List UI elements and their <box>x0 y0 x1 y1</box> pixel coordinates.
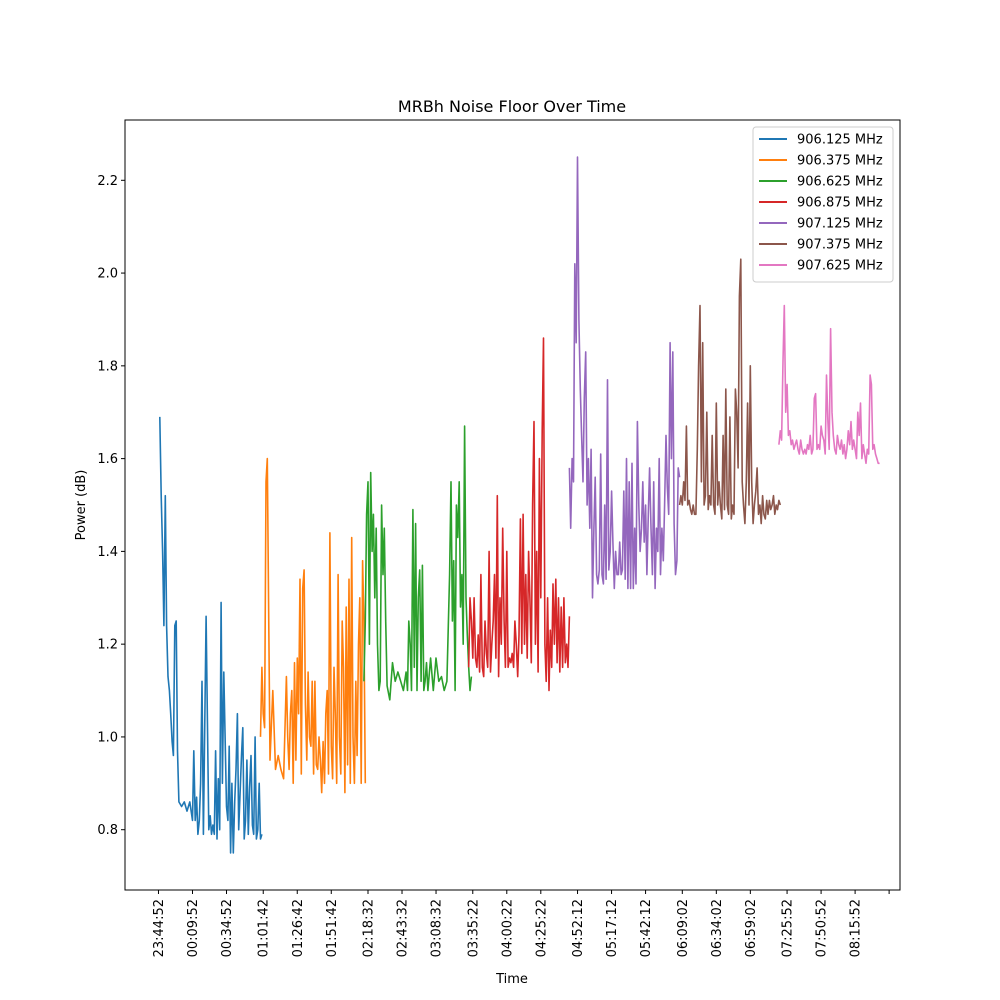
y-tick-label: 2.0 <box>97 267 118 282</box>
x-tick-label: 05:42:12 <box>639 899 654 957</box>
y-tick-label: 1.2 <box>97 638 118 653</box>
x-tick-label: 03:08:32 <box>430 899 445 957</box>
legend-label: 906.875 MHz <box>797 196 883 211</box>
x-tick-label: 02:43:32 <box>396 899 411 957</box>
x-tick-label: 03:35:22 <box>466 899 481 957</box>
y-tick-label: 1.0 <box>97 730 118 745</box>
plot-frame <box>124 119 901 891</box>
x-tick-label: 06:09:02 <box>676 899 691 957</box>
legend-label: 907.375 MHz <box>797 238 883 253</box>
x-tick-label: 08:15:52 <box>849 899 864 957</box>
x-axis: 23:44:52 00:09:52 00:34:52 01:01:42 01:26:42… <box>152 890 890 957</box>
x-tick-label: 04:25:22 <box>534 899 549 957</box>
legend-label: 907.625 MHz <box>797 259 883 274</box>
legend-label: 906.125 MHz <box>797 133 883 148</box>
series-line-2 <box>363 425 473 701</box>
legend-label: 907.125 MHz <box>797 217 883 232</box>
y-axis-label: Power (dB) <box>74 470 89 541</box>
x-tick-label: 00:34:52 <box>220 899 235 957</box>
x-tick-label: 06:34:02 <box>710 899 725 957</box>
x-tick-label: 04:52:12 <box>571 899 586 957</box>
legend-box <box>752 126 894 283</box>
chart-title: MRBh Noise Floor Over Time <box>398 97 626 116</box>
series-line-6 <box>778 304 880 465</box>
y-tick-label: 2.2 <box>97 174 118 189</box>
series-line-5 <box>678 258 782 525</box>
legend-label: 906.625 MHz <box>797 175 883 190</box>
series-line-1 <box>259 457 367 794</box>
legend: 906.125 MHz 906.375 MHz 906.625 MHz 906.875… <box>752 126 894 283</box>
x-tick-label: 23:44:52 <box>152 899 167 957</box>
series-layer <box>159 156 880 854</box>
y-tick-label: 0.8 <box>97 823 118 838</box>
x-axis-label: Time <box>495 972 528 987</box>
x-tick-label: 06:59:02 <box>744 899 759 957</box>
legend-label: 906.375 MHz <box>797 154 883 169</box>
y-tick-label: 1.4 <box>97 545 118 560</box>
y-tick-label: 1.6 <box>97 452 118 467</box>
x-tick-label: 01:26:42 <box>291 899 306 957</box>
x-tick-label: 01:01:42 <box>257 899 272 957</box>
x-tick-label: 01:51:42 <box>325 899 340 957</box>
y-axis: 0.8 1.0 1.2 1.4 1.6 1.8 2.0 2.2 <box>97 174 125 838</box>
x-tick-label: 02:18:32 <box>362 899 377 957</box>
x-tick-label: 00:09:52 <box>186 899 201 957</box>
series-line-3 <box>467 337 571 692</box>
x-tick-label: 07:25:52 <box>781 899 796 957</box>
x-tick-label: 07:50:52 <box>815 899 830 957</box>
y-tick-label: 1.8 <box>97 359 118 374</box>
x-tick-label: 05:17:12 <box>605 899 620 957</box>
x-tick-label: 04:00:22 <box>500 899 515 957</box>
series-line-0 <box>159 416 263 854</box>
series-line-4 <box>568 156 681 599</box>
